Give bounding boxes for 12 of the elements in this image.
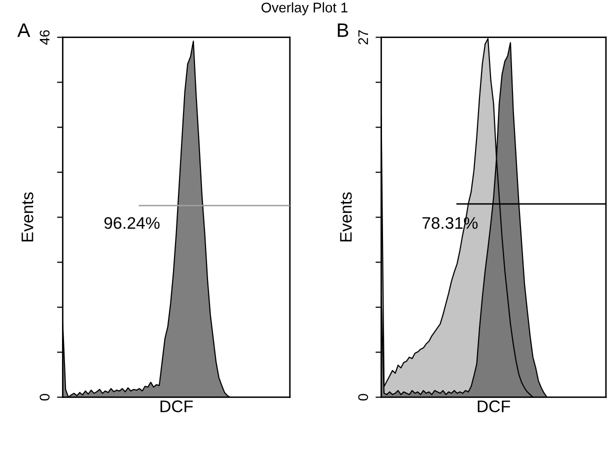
y-tick-label: 46 — [40, 30, 50, 45]
x-axis-title: DCF — [160, 400, 193, 412]
y-axis-title: Events — [340, 192, 352, 242]
x-axis-title: DCF — [478, 400, 510, 412]
annotation: 96.24% — [104, 217, 160, 229]
y-tick-label: 27 — [358, 30, 368, 44]
text: A — [17, 23, 30, 37]
y-tick-label: 0 — [40, 394, 50, 401]
y-tick-label: 0 — [358, 394, 368, 401]
text: B — [338, 23, 348, 37]
chart-title: Overlay Plot 1 — [262, 2, 348, 16]
y-axis-title: Events — [22, 192, 34, 242]
